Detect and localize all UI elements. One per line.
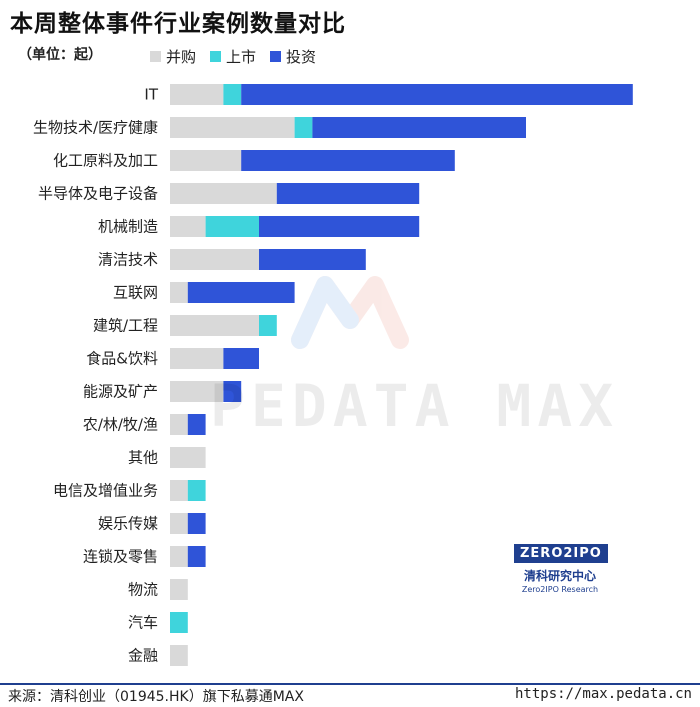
- category-label: 电信及增值业务: [53, 482, 158, 500]
- bar-segment-mna: [170, 579, 188, 600]
- unit-label: （单位：起）: [18, 47, 102, 63]
- watermark-logo-icon: [291, 276, 409, 349]
- bar-segment-mna: [170, 447, 206, 468]
- legend: 并购 上市 投资: [150, 46, 316, 67]
- bar-segment-mna: [170, 348, 224, 369]
- bar-segment-investment: [259, 249, 366, 270]
- bar-segment-investment: [259, 216, 420, 237]
- legend-label-mna: 并购: [166, 48, 197, 66]
- logo-cn-text: 清科研究中心: [523, 569, 596, 583]
- bar-segment-mna: [170, 414, 188, 435]
- bar-segment-mna: [170, 645, 188, 666]
- legend-swatch-mna: [150, 51, 161, 62]
- category-label: 生物技术/医疗健康: [33, 119, 158, 137]
- bar-segment-mna: [170, 183, 277, 204]
- bar-segment-mna: [170, 315, 259, 336]
- bars-group: [170, 84, 633, 666]
- bar-segment-investment: [223, 348, 259, 369]
- bar-segment-investment: [276, 183, 420, 204]
- legend-swatch-ipo: [210, 51, 222, 62]
- bar-chart: IT 生物技术/医疗健康化工原料及加工半导体及电子设备机械制造清洁技术互联网建筑/…: [33, 84, 633, 666]
- bar-segment-investment: [312, 117, 526, 138]
- category-label: 娱乐传媒: [98, 515, 158, 533]
- category-label: 建筑/工程: [93, 317, 158, 335]
- bar-segment-mna: [170, 381, 224, 402]
- bar-segment-ipo: [187, 480, 206, 501]
- bar-segment-mna: [170, 282, 188, 303]
- footer-divider: [0, 683, 700, 685]
- legend-item-ipo: 上市: [210, 46, 256, 67]
- bar-segment-investment: [187, 546, 206, 567]
- bar-segment-investment: [187, 282, 295, 303]
- category-label: 金融: [128, 647, 158, 665]
- bar-segment-ipo: [259, 315, 277, 336]
- bar-segment-ipo: [170, 612, 188, 633]
- legend-swatch-investment: [270, 51, 282, 62]
- category-label: 农/林/牧/渔: [83, 416, 158, 434]
- chart-title: 本周整体事件行业案例数量对比: [10, 11, 346, 37]
- bar-segment-investment: [187, 414, 206, 435]
- bar-segment-investment: [241, 84, 633, 105]
- bar-segment-mna: [170, 216, 206, 237]
- category-label: 连锁及零售: [83, 548, 158, 566]
- legend-label-ipo: 上市: [226, 48, 257, 66]
- zero2ipo-logo: ZERO2IPO 清科研究中心 Zero2IPO Research: [514, 542, 608, 594]
- bar-segment-investment: [187, 513, 206, 534]
- bar-segment-investment: [223, 381, 242, 402]
- category-label: IT: [144, 86, 158, 104]
- watermark-text: PEDATA MAX: [210, 372, 620, 440]
- category-label: 互联网: [113, 284, 158, 302]
- bar-segment-ipo: [294, 117, 313, 138]
- legend-item-investment: 投资: [270, 46, 316, 67]
- legend-item-mna: 并购: [150, 46, 196, 67]
- category-label: 汽车: [128, 614, 158, 632]
- category-label: 半导体及电子设备: [38, 185, 158, 203]
- bar-segment-ipo: [205, 216, 259, 237]
- category-label: 食品&饮料: [86, 350, 158, 368]
- logo-mark: ZERO2IPO: [514, 544, 608, 563]
- category-label: 其他: [128, 449, 158, 467]
- bar-segment-mna: [170, 480, 188, 501]
- logo-en-text: Zero2IPO Research: [521, 585, 599, 594]
- footer-url[interactable]: https://max.pedata.cn: [514, 686, 692, 702]
- bar-segment-ipo: [223, 84, 242, 105]
- bar-segment-mna: [170, 117, 295, 138]
- category-label: 化工原料及加工: [53, 152, 158, 170]
- bar-segment-investment: [241, 150, 455, 171]
- bar-segment-mna: [170, 84, 224, 105]
- bar-segment-mna: [170, 150, 242, 171]
- bar-segment-mna: [170, 546, 188, 567]
- category-label: 物流: [128, 581, 158, 599]
- bar-segment-mna: [170, 249, 259, 270]
- legend-label-investment: 投资: [286, 48, 317, 66]
- footer-source: 来源：清科创业（01945.HK）旗下私募通MAX: [8, 689, 304, 705]
- category-label: 机械制造: [98, 218, 158, 236]
- category-label: 能源及矿产: [83, 383, 158, 401]
- category-label: 清洁技术: [98, 251, 158, 269]
- category-labels-group: IT 生物技术/医疗健康化工原料及加工半导体及电子设备机械制造清洁技术互联网建筑/…: [33, 86, 159, 665]
- bar-segment-mna: [170, 513, 188, 534]
